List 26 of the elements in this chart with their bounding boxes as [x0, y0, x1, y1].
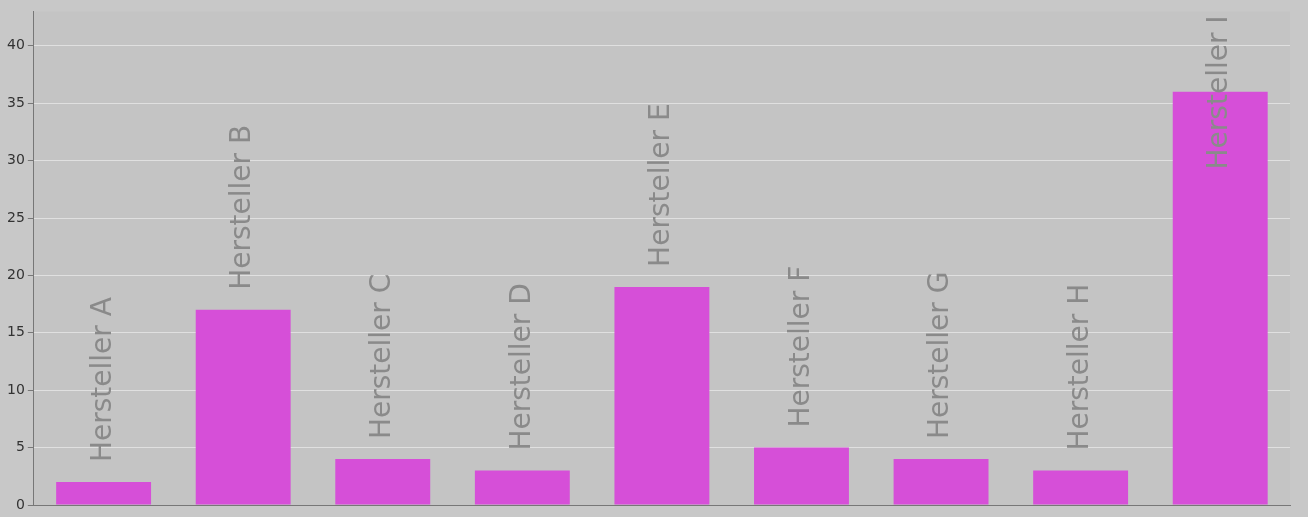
x-tick-label: Hersteller F [782, 265, 816, 428]
bar [1033, 470, 1129, 505]
y-tick-label: 30 [6, 151, 25, 168]
y-tick-label: 0 [15, 495, 25, 512]
bar [754, 447, 849, 505]
x-tick-label: Hersteller H [1061, 283, 1095, 451]
x-tick-label: Hersteller B [224, 124, 258, 290]
y-tick-label: 40 [6, 36, 25, 53]
x-tick-label: Hersteller G [922, 271, 956, 440]
bar [195, 309, 291, 505]
x-tick-label: Hersteller E [643, 103, 677, 267]
y-tick-label: 25 [6, 208, 25, 225]
y-tick-label: 10 [6, 380, 25, 397]
y-tick-label: 15 [6, 323, 25, 340]
x-tick-label: Hersteller A [84, 297, 118, 463]
bar [474, 470, 570, 505]
x-tick-label: Hersteller C [364, 273, 398, 440]
x-tick-label: Hersteller D [503, 283, 537, 451]
bar [614, 286, 710, 505]
y-tick-label: 20 [6, 266, 25, 283]
bar [335, 459, 431, 505]
y-tick-label: 35 [6, 93, 25, 110]
bar [893, 459, 989, 505]
bar [56, 482, 152, 505]
y-tick-label: 5 [15, 438, 25, 455]
x-tick-label: Hersteller I [1201, 15, 1235, 170]
